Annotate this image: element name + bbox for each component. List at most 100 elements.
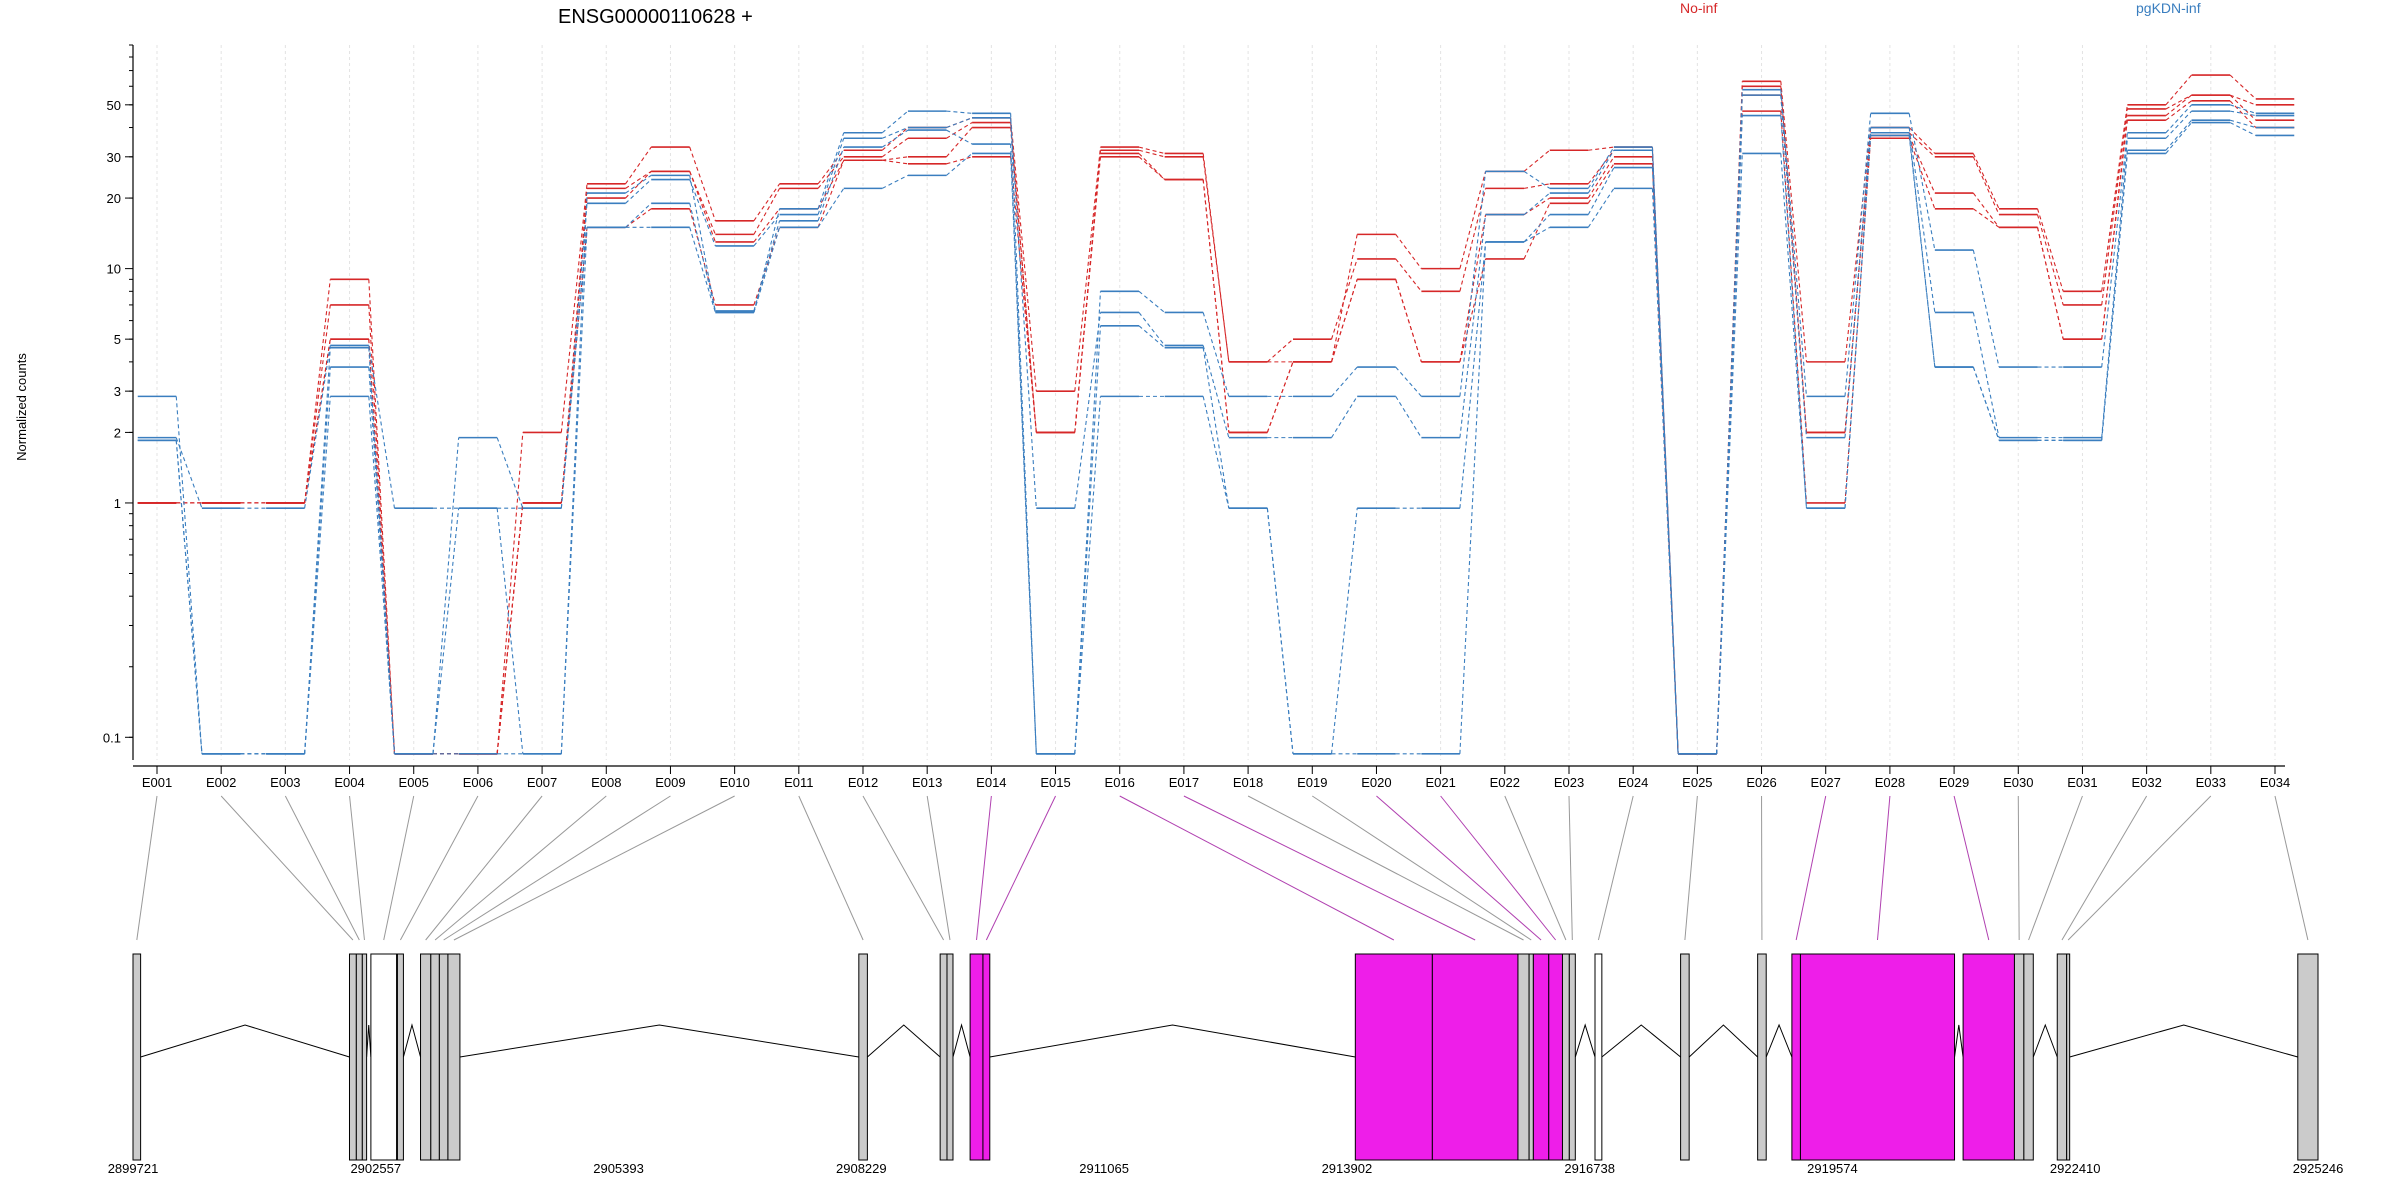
connector-E014: [976, 795, 992, 941]
exon-E014: [969, 953, 984, 1161]
coord-label: 2911065: [1079, 1161, 1129, 1176]
connector-E002: [220, 795, 354, 941]
series-segment: [304, 345, 331, 509]
exon-E028: [1799, 953, 1956, 1161]
series-8: [137, 121, 2295, 755]
series-segment: [2101, 120, 2128, 340]
series-segment: [304, 347, 331, 754]
series-segment: [560, 227, 588, 754]
series-segment: [368, 396, 396, 754]
series-segment: [1202, 347, 1230, 509]
x-tick-label: E008: [591, 775, 621, 790]
intron: [459, 1024, 859, 1058]
series-segment: [1202, 396, 1230, 509]
intron: [1574, 1023, 1596, 1058]
series-segment: [1459, 171, 1487, 269]
series-segment: [1908, 138, 1936, 209]
connector-E030: [2017, 795, 2020, 941]
exon-E003: [355, 953, 363, 1161]
series-segment: [2101, 104, 2128, 292]
exon-E004: [361, 953, 368, 1161]
intron: [952, 1023, 971, 1058]
connector-E001: [136, 795, 158, 941]
intron: [989, 1024, 1356, 1058]
series-segment: [2229, 122, 2256, 136]
exon-E019: [1528, 953, 1534, 1161]
series-segment: [1523, 170, 1551, 189]
x-tick-label: E030: [2003, 775, 2033, 790]
x-tick-label: E016: [1105, 775, 1135, 790]
series-segment: [1010, 153, 1037, 754]
series-segment: [1587, 146, 1615, 189]
series-segment: [2101, 153, 2128, 441]
x-axis: E001 E002 E003 E004 E005 E006 E007 E008 E009 E010…: [133, 765, 2290, 790]
series-segment: [689, 227, 716, 313]
y-axis: 0.1 1 2 3 5 10 20 30 50: [103, 44, 134, 760]
series-segment: [817, 149, 845, 185]
coord-label: 2908229: [836, 1161, 887, 1176]
x-tick-label: E006: [463, 775, 493, 790]
series-segment: [2101, 138, 2128, 438]
connector-E029: [1953, 795, 1990, 941]
series-segment: [1074, 156, 1102, 433]
series-segment: [946, 110, 973, 114]
series-segment: [689, 179, 716, 247]
connector-E032: [2061, 795, 2148, 941]
series-segment: [1972, 366, 2000, 441]
series-segment: [882, 127, 909, 139]
intron: [2069, 1024, 2298, 1058]
exon-E008: [430, 953, 440, 1161]
connector-E013: [926, 795, 951, 941]
series-segment: [304, 304, 331, 504]
series-segment: [689, 171, 716, 243]
series-segment: [1459, 214, 1487, 362]
series-segment: [1844, 113, 1872, 397]
series-segment: [496, 437, 524, 509]
connector-E018: [1247, 795, 1524, 941]
series-segment: [1074, 147, 1102, 392]
series-segment: [753, 183, 781, 222]
series-segment: [1587, 188, 1615, 228]
x-tick-label: E009: [655, 775, 685, 790]
series-segment: [817, 160, 845, 228]
series-segment: [560, 183, 588, 433]
series-segment: [368, 367, 396, 754]
x-tick-label: E019: [1297, 775, 1327, 790]
series-segment: [1651, 150, 1679, 754]
x-tick-label: E023: [1554, 775, 1584, 790]
series-segment: [2165, 74, 2192, 106]
series-segment: [1972, 192, 2000, 228]
exon-E024: [1594, 953, 1603, 1161]
series-segment: [1331, 258, 1358, 340]
exon-E011: [858, 953, 868, 1161]
series-segment: [2165, 94, 2192, 116]
series-segment: [1074, 312, 1102, 509]
series-segment: [1459, 171, 1487, 397]
y-tick-label: 2: [114, 425, 121, 440]
coord-label: 2916738: [1564, 1161, 1615, 1176]
series-segment: [1780, 95, 1808, 438]
series-segment: [625, 170, 652, 189]
exon-E017: [1431, 953, 1519, 1161]
series-segment: [689, 171, 716, 235]
series-segment: [689, 175, 716, 313]
series-segment: [560, 227, 588, 509]
x-tick-label: E021: [1425, 775, 1455, 790]
connector-E017: [1183, 795, 1476, 941]
x-tick-label: E013: [912, 775, 942, 790]
intron: [867, 1024, 941, 1058]
series-segment: [1459, 241, 1487, 754]
series-segment: [753, 214, 780, 247]
exon-E001: [132, 953, 142, 1161]
series-segment: [881, 129, 909, 148]
series-segment: [625, 170, 652, 199]
connector-E023: [1568, 795, 1573, 941]
series-segment: [1908, 135, 1936, 368]
connector-E005: [383, 795, 415, 941]
series-segment: [1587, 156, 1615, 199]
series-segment: [1908, 132, 1936, 368]
series-segment: [817, 146, 845, 221]
series-segment: [1780, 81, 1808, 362]
x-tick-label: E027: [1811, 775, 1841, 790]
